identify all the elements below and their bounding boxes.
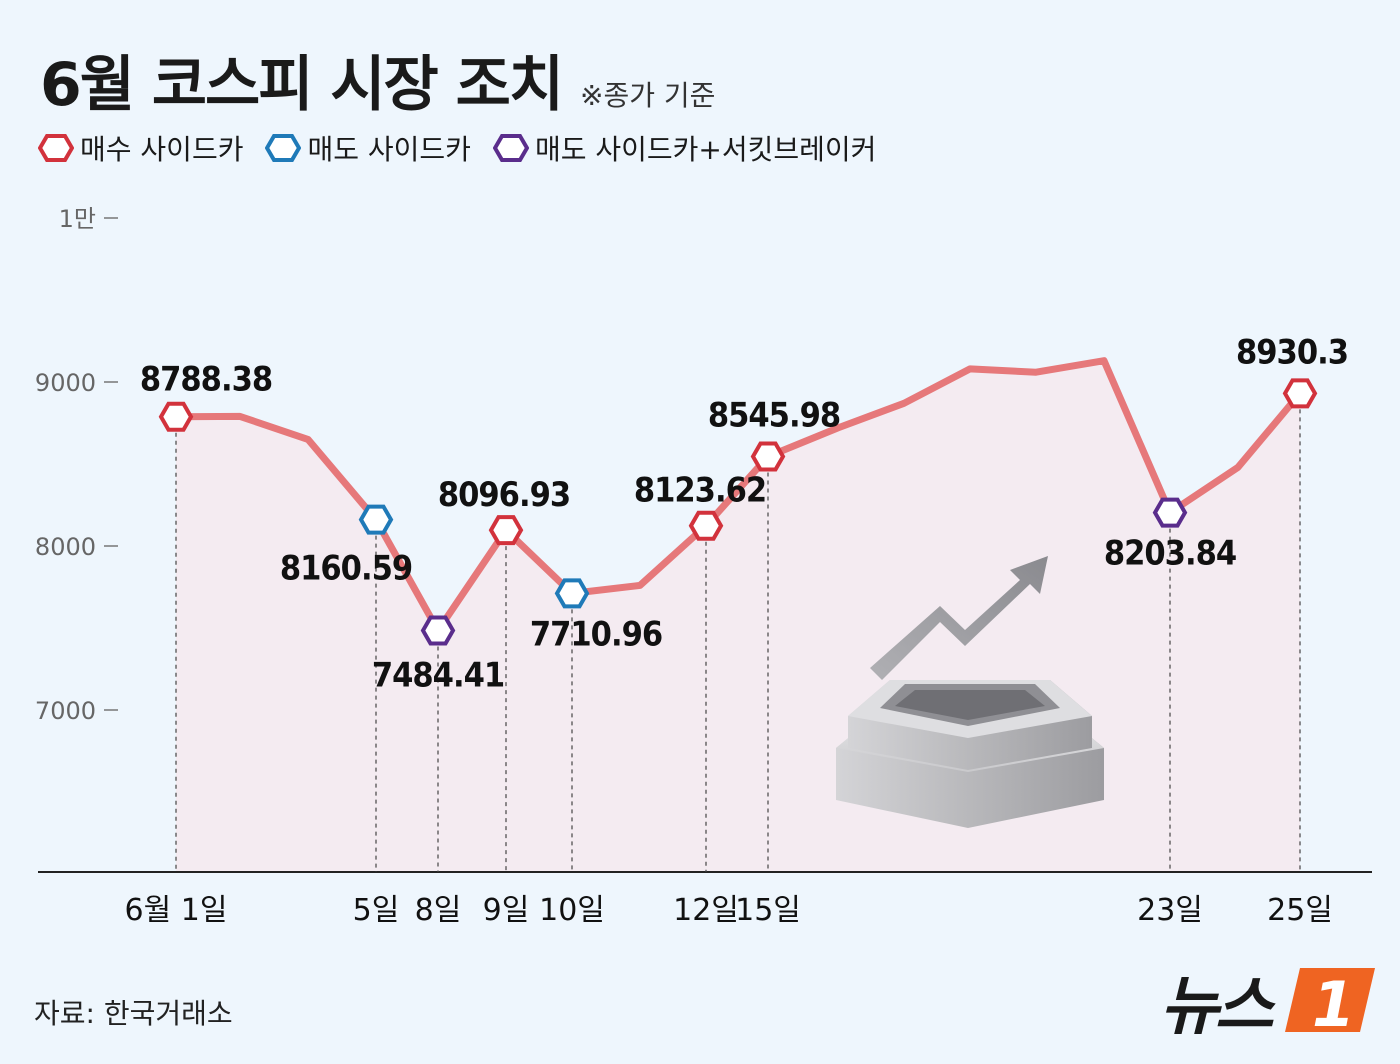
area-fill: [176, 360, 1300, 872]
legend-item-sell-sidecar-circuit-breaker: 매도 사이드카+서킷브레이커: [492, 128, 877, 168]
marker-hexagon: [158, 401, 194, 432]
chart-title: 6월 코스피 시장 조치: [40, 50, 564, 120]
x-tick-label: 5일: [353, 893, 400, 928]
data-label: 8930.3: [1236, 332, 1348, 372]
x-tick-label: 12일: [673, 893, 739, 928]
x-tick-label: 8일: [415, 893, 462, 928]
hexagon-icon: [38, 134, 74, 162]
legend-label: 매도 사이드카+서킷브레이커: [534, 133, 877, 166]
marker-hexagon: [750, 441, 786, 472]
marker-hexagon: [554, 578, 590, 609]
data-label: 7484.41: [372, 656, 504, 696]
marker-hexagon: [488, 515, 524, 546]
data-label: 8545.98: [708, 395, 840, 435]
title-row: 6월 코스피 시장 조치 ※종가 기준: [40, 36, 715, 123]
legend-label: 매수 사이드카: [80, 133, 244, 166]
marker-hexagon: [358, 504, 394, 535]
legend-item-sell-sidecar: 매도 사이드카: [265, 128, 471, 168]
data-label: 8788.38: [140, 360, 272, 400]
legend: 매수 사이드카 매도 사이드카 매도 사이드카+서킷브레이커: [38, 128, 898, 168]
legend-label: 매도 사이드카: [307, 133, 471, 166]
y-tick-label: 8000: [35, 533, 96, 561]
y-tick-label: 7000: [35, 697, 96, 725]
marker-hexagon: [1282, 378, 1318, 409]
x-tick-label: 9일: [483, 893, 530, 928]
data-label: 8123.62: [634, 471, 766, 511]
x-tick-label: 10일: [539, 893, 605, 928]
data-label: 7710.96: [530, 614, 662, 654]
hexagon-icon: [265, 134, 302, 162]
x-tick-label: 25일: [1267, 893, 1333, 928]
news1-logo: 뉴스 1: [1160, 968, 1375, 1040]
data-label: 8160.59: [280, 549, 412, 589]
data-label: 8203.84: [1104, 534, 1236, 574]
marker-hexagon: [688, 510, 724, 541]
data-label: 8096.93: [438, 475, 570, 515]
logo-text: 뉴스: [1160, 970, 1276, 1040]
source-note: 자료: 한국거래소: [34, 997, 233, 1030]
series-line: [172, 357, 1304, 635]
marker-hexagon: [1152, 497, 1188, 528]
x-tick-label: 6월 1일: [125, 893, 228, 928]
y-tick-label: 9000: [35, 369, 96, 397]
x-tick-label: 15일: [735, 893, 801, 928]
y-tick-label: 1만: [59, 205, 96, 233]
logo-mark: 1: [1312, 968, 1355, 1040]
rising-arrow-hexagon-illustration: [836, 556, 1104, 828]
hexagon-icon: [492, 134, 529, 162]
x-tick-label: 23일: [1137, 893, 1203, 928]
marker-hexagon: [420, 615, 456, 646]
legend-item-buy-sidecar: 매수 사이드카: [38, 128, 243, 168]
chart-note: ※종가 기준: [580, 79, 716, 112]
